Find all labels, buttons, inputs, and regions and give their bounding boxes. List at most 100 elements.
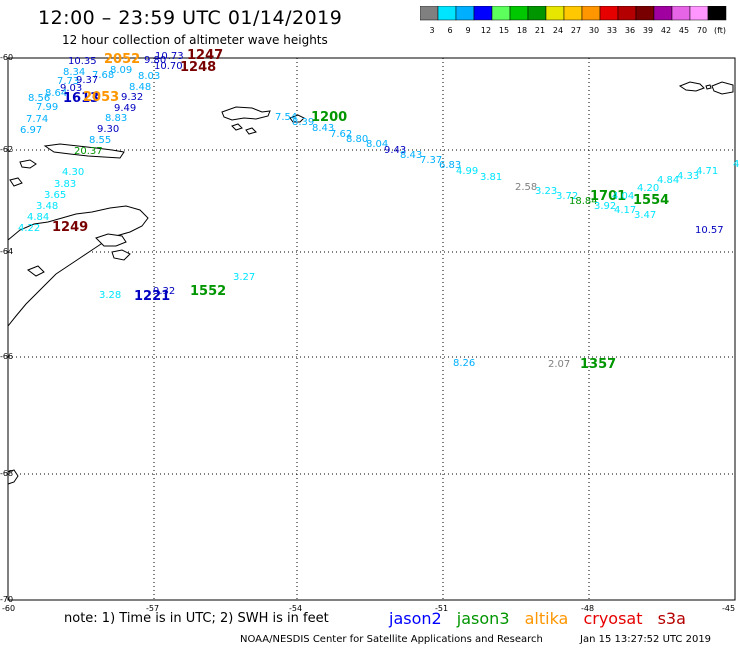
coastline-island-8 [95, 233, 127, 247]
wave-height-value: 3.92 [594, 201, 616, 212]
satellite-jason3: jason3 [456, 609, 510, 628]
wave-height-value: 4.20 [637, 183, 659, 194]
satellite-cryosat: cryosat [583, 609, 643, 628]
wave-height-value: 4.99 [456, 166, 478, 177]
wave-height-value: 8.64 [45, 88, 67, 99]
coastline-island-1 [221, 106, 271, 121]
wave-height-value: 8.80 [346, 134, 368, 145]
color-scale-label: 12 [481, 26, 491, 35]
wave-height-value: 8.83 [105, 113, 127, 124]
lon-label: -60 [2, 604, 15, 613]
satellite-s3a: s3a [657, 609, 686, 628]
wave-height-value: 2.07 [548, 359, 570, 370]
color-scale-label: 27 [571, 26, 581, 35]
coastline-island-9 [111, 249, 131, 261]
color-scale-label: 30 [589, 26, 599, 35]
wave-height-value: 3.28 [99, 290, 121, 301]
lon-label: -57 [146, 604, 159, 613]
wave-height-value: 10.57 [695, 225, 724, 236]
wave-height-value: 8.03 [138, 71, 160, 82]
wave-height-value: 4.22 [18, 223, 40, 234]
color-scale-label: 45 [679, 26, 689, 35]
coastline-island-3 [231, 123, 243, 131]
wave-height-value: 7.68 [92, 70, 114, 81]
color-scale-label: 15 [499, 26, 509, 35]
wave-height-value: 3.81 [480, 172, 502, 183]
wave-height-value: 1221 [134, 289, 170, 304]
wave-height-value: 6.97 [20, 125, 42, 136]
lat-label: -60 [0, 53, 13, 62]
wave-height-value: 1613 [63, 91, 99, 106]
wave-height-value: 4.33 [677, 171, 699, 182]
wave-height-value: 3.65 [44, 190, 66, 201]
color-scale-label: 33 [607, 26, 617, 35]
color-scale-label: (ft) [714, 26, 726, 35]
wave-height-value: 1200 [311, 110, 347, 125]
wave-height-value: 1552 [190, 284, 226, 299]
color-scale-label: 36 [625, 26, 635, 35]
coastline-island-7 [9, 177, 23, 187]
wave-height-value: 8.43 [400, 150, 422, 161]
map-frame [7, 57, 736, 601]
wave-height-value: 7.74 [26, 114, 48, 125]
wave-height-value: 3.47 [634, 210, 656, 221]
wave-height-value: 9.43 [384, 145, 406, 156]
wave-height-value: 9.03 [60, 83, 82, 94]
satellite-legend: jason2 jason3 altika cryosat s3a [389, 609, 696, 628]
lat-label: -62 [0, 145, 13, 154]
wave-height-value: 9.80 [144, 55, 166, 66]
wave-height-value: 2053 [83, 90, 119, 105]
wave-height-value: 9.30 [97, 124, 119, 135]
color-scale-label: 6 [447, 26, 452, 35]
wave-height-value: 2.58 [515, 182, 537, 193]
wave-height-value: 8.09 [110, 65, 132, 76]
coastline-island-11 [678, 81, 705, 92]
wave-height-value: 4.6 [733, 159, 740, 170]
wave-height-value: 1247 [187, 48, 223, 63]
credit-line: NOAA/NESDIS Center for Satellite Applica… [240, 634, 543, 645]
wave-height-value: 3.48 [36, 201, 58, 212]
wave-height-value: 3.23 [535, 186, 557, 197]
wave-height-value: 8.56 [28, 93, 50, 104]
generation-timestamp: Jan 15 13:27:52 UTC 2019 [580, 634, 712, 645]
color-scale-bar: 3 6 9 12 15 18 21 24 27 30 33 36 39 42 45 70 (ft) [420, 6, 727, 35]
wave-height-value: 1701 [590, 189, 626, 204]
color-scale-label: 21 [535, 26, 545, 35]
color-swatch [707, 6, 727, 21]
wave-height-value: 9.32 [153, 286, 175, 297]
wave-height-value: 9.49 [114, 103, 136, 114]
coastline-island-5 [43, 143, 125, 159]
wave-height-value: 2052 [104, 52, 140, 67]
coastline-island-13 [705, 84, 712, 90]
wave-height-value: 1249 [52, 220, 88, 235]
wave-height-value: 8.04 [366, 139, 388, 150]
map-title: 12:00 – 23:59 UTC 01/14/2019 [38, 7, 343, 29]
lon-label: -51 [435, 604, 448, 613]
wave-height-value: 3.83 [54, 179, 76, 190]
color-scale-label: 24 [553, 26, 563, 35]
coastline-island-12 [711, 81, 734, 95]
lat-label: -64 [0, 247, 13, 256]
wave-height-value: 4.71 [696, 166, 718, 177]
wave-height-value: 4.04 [612, 191, 634, 202]
coastline-island-10 [26, 265, 45, 277]
wave-height-value: 7.37 [420, 155, 442, 166]
wave-height-value: 3.72 [556, 191, 578, 202]
coastline-island-2 [289, 114, 305, 123]
map-subtitle: 12 hour collection of altimeter wave hei… [62, 33, 328, 47]
wave-height-value: 7.73 [57, 76, 79, 87]
color-scale-label: 3 [429, 26, 434, 35]
wave-height-value: 4.84 [27, 212, 49, 223]
wave-height-value: 4.17 [614, 205, 636, 216]
wave-height-value: 18.84 [569, 196, 598, 207]
wave-height-value: 1248 [180, 60, 216, 75]
wave-height-value: 9.37 [76, 75, 98, 86]
wave-height-value: 7.62 [330, 129, 352, 140]
wave-height-value: 8.39 [292, 117, 314, 128]
wave-height-value: 1554 [633, 193, 669, 208]
wave-height-value: 8.26 [453, 358, 475, 369]
color-scale-label: 70 [697, 26, 707, 35]
wave-height-value: 8.43 [312, 123, 334, 134]
